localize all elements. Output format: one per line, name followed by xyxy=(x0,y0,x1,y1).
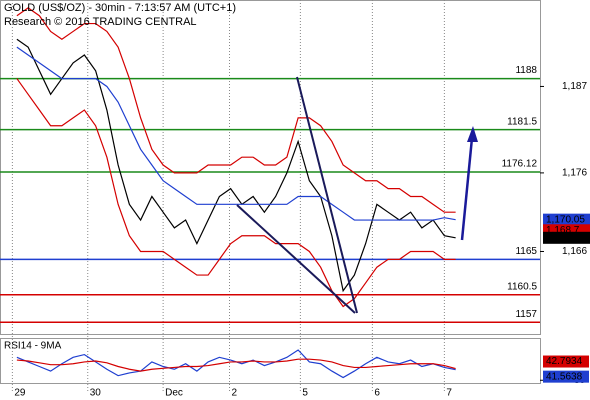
level-label: 1165 xyxy=(515,246,537,257)
price-line xyxy=(16,78,456,308)
x-tick-label: 29 xyxy=(14,388,26,399)
rsi-tag-label: 41.5638 xyxy=(546,371,583,382)
price-tag-label: 1,167.74 xyxy=(546,232,585,243)
x-tick-label: 7 xyxy=(446,388,452,399)
price-line xyxy=(16,46,456,221)
trendline xyxy=(236,204,356,314)
trendlines xyxy=(236,76,358,314)
price-tag-label: 1,168.7 xyxy=(546,225,580,236)
level-label-bg xyxy=(500,64,538,77)
level-label: 1181.5 xyxy=(507,116,537,127)
rsi-line xyxy=(16,358,456,372)
rsi-panel xyxy=(0,338,541,384)
x-tick-label: Dec xyxy=(165,388,183,399)
arrow-shaft xyxy=(460,137,474,241)
level-label-bg xyxy=(500,115,538,128)
x-tick-label: 2 xyxy=(232,388,238,399)
price-tag xyxy=(543,231,590,244)
y-tick-label: 1,166 xyxy=(562,246,587,257)
x-tick-label: 30 xyxy=(90,388,102,399)
trendline xyxy=(296,76,358,314)
rsi-tag-label: 42.7934 xyxy=(546,356,583,367)
level-label-bg xyxy=(500,157,538,170)
level-label: 1160.5 xyxy=(507,281,537,292)
level-label-bg xyxy=(500,308,538,321)
price-tag-label: 1,170.05 xyxy=(546,214,585,225)
arrow-head xyxy=(467,126,478,142)
price-tag xyxy=(543,213,590,226)
level-label-bg xyxy=(500,245,538,258)
price-panel xyxy=(0,0,541,335)
y-tick-label: 1,176 xyxy=(562,168,587,179)
x-tick-label: 6 xyxy=(374,388,380,399)
chart-subtitle: Research © 2016 TRADING CENTRAL xyxy=(4,16,197,28)
chart-title: GOLD (US$/OZ) - 30min - 7:13:57 AM (UTC+… xyxy=(4,2,236,14)
forecast-arrow xyxy=(460,126,478,241)
level-label: 1188 xyxy=(515,65,537,76)
price-line xyxy=(16,38,456,293)
x-tick-label: 5 xyxy=(302,388,308,399)
rsi-title: RSI14 - 9MA xyxy=(4,341,62,352)
price-line xyxy=(16,7,456,213)
y-tick-label: 1,187 xyxy=(562,81,587,92)
level-label: 1157 xyxy=(515,309,537,320)
rsi-tag xyxy=(543,370,589,383)
level-label: 1176.12 xyxy=(502,159,538,170)
rsi-tag xyxy=(543,355,589,368)
level-label-bg xyxy=(500,280,538,293)
